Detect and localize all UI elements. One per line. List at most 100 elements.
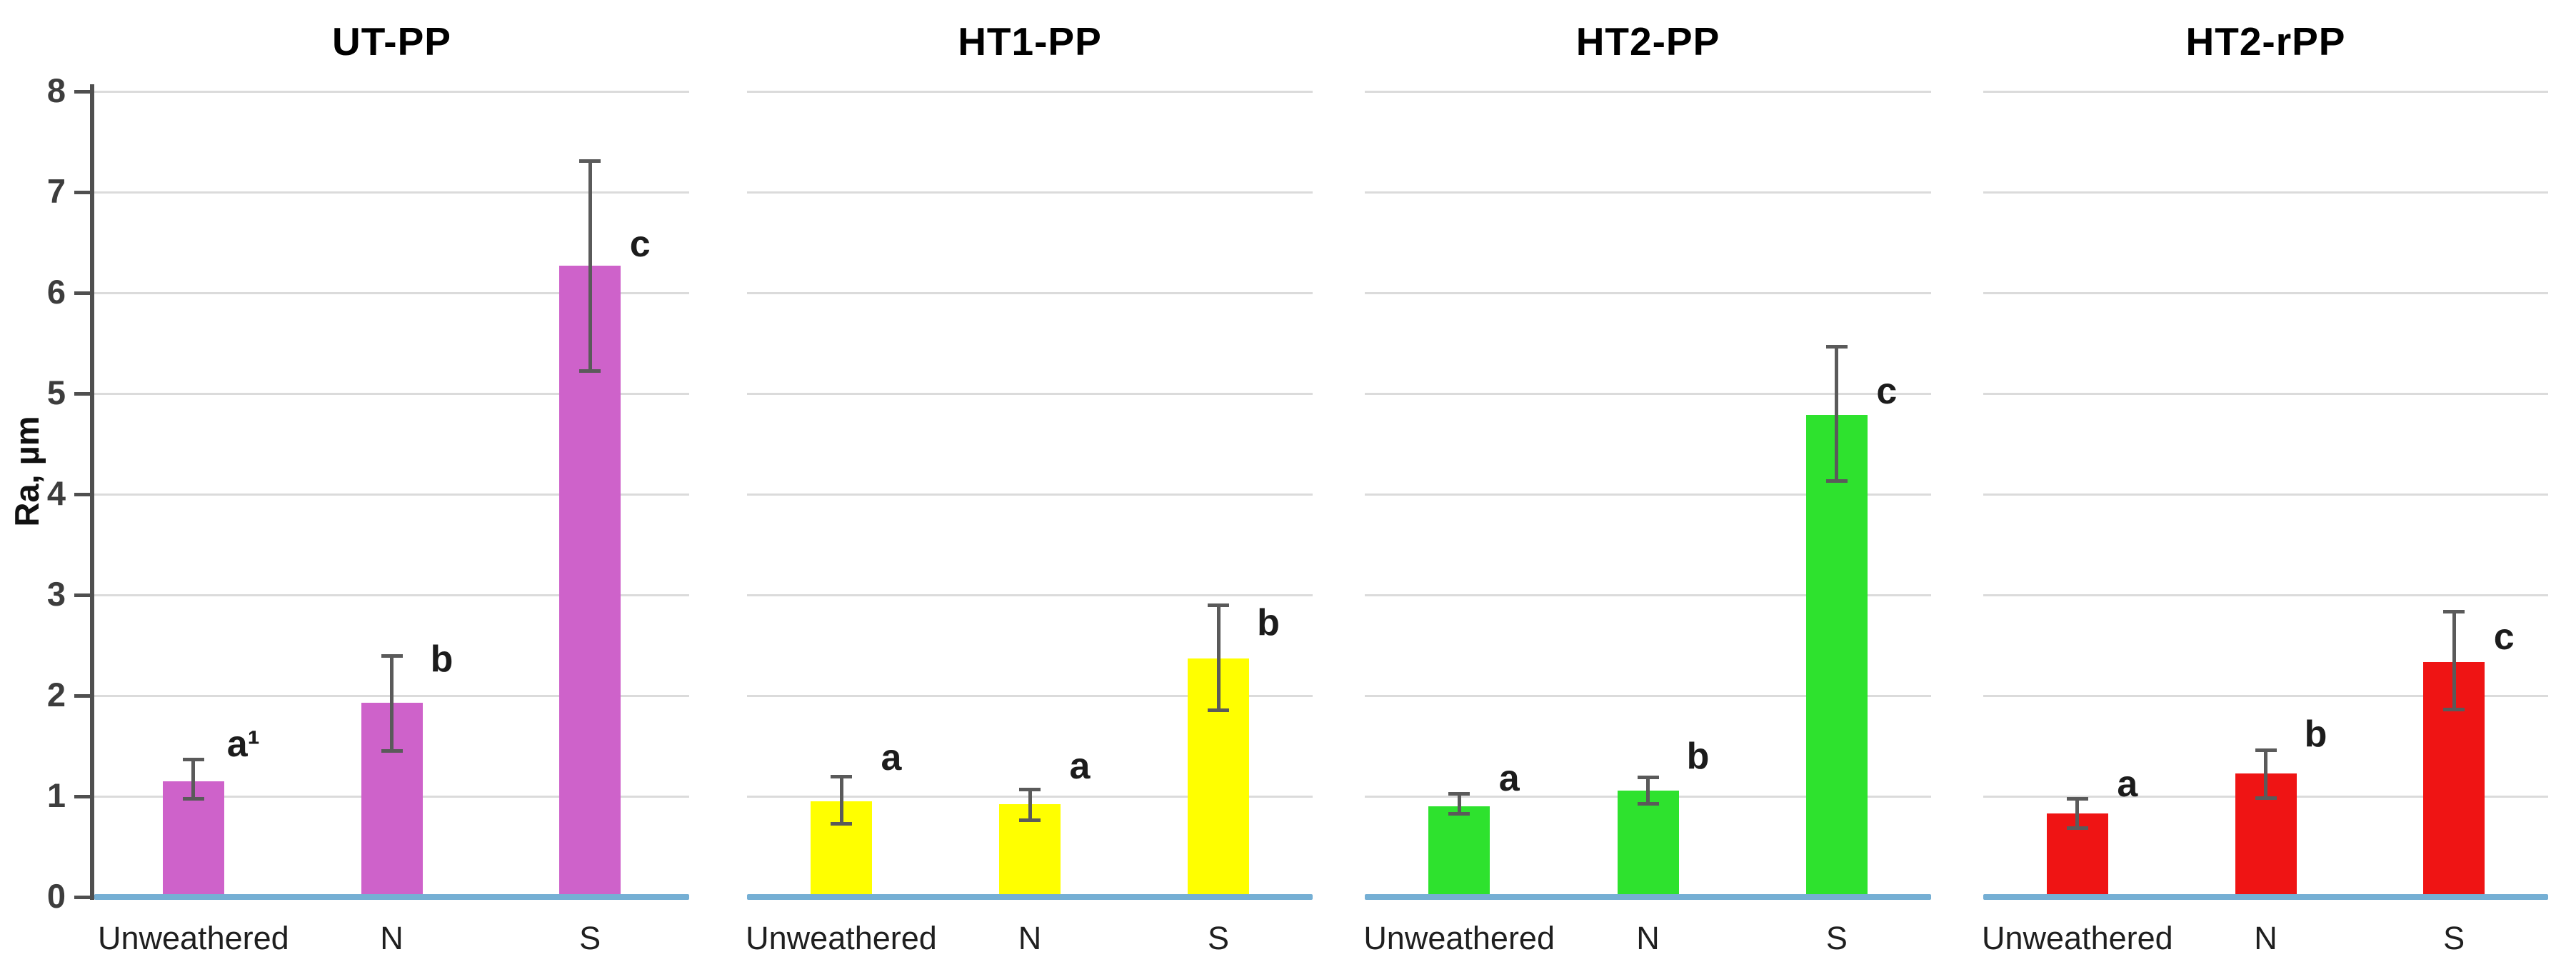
error-bar-cap-top bbox=[579, 159, 601, 164]
significance-letter: a bbox=[881, 737, 902, 779]
error-bar-cap-bottom bbox=[1208, 708, 1229, 713]
error-bar bbox=[2264, 750, 2267, 798]
panel-title: HT2-rPP bbox=[2185, 19, 2346, 64]
y-axis-tick bbox=[74, 794, 90, 798]
y-tick-label: 5 bbox=[46, 374, 66, 411]
gridline bbox=[94, 291, 689, 294]
gridline bbox=[1983, 291, 2548, 294]
category-label: N bbox=[2254, 920, 2277, 956]
y-axis-tick bbox=[74, 89, 90, 94]
error-bar-cap-top bbox=[831, 774, 852, 778]
error-bar bbox=[1457, 793, 1461, 815]
category-label: N bbox=[1636, 920, 1660, 956]
significance-letter: a bbox=[1069, 745, 1091, 787]
gridline bbox=[747, 593, 1313, 596]
error-bar-cap-bottom bbox=[2443, 707, 2465, 711]
error-bar-cap-bottom bbox=[1019, 818, 1041, 822]
category-label: S bbox=[1207, 920, 1229, 956]
category-label: Unweathered bbox=[1363, 920, 1555, 956]
gridline bbox=[94, 191, 689, 194]
error-bar bbox=[191, 758, 196, 800]
error-bar-cap-top bbox=[1019, 788, 1041, 792]
error-bar bbox=[1835, 346, 1839, 481]
gridline bbox=[1983, 593, 2548, 596]
gridline bbox=[1365, 493, 1931, 496]
y-tick-label: 6 bbox=[46, 273, 66, 311]
y-tick-label: 7 bbox=[46, 172, 66, 210]
gridline bbox=[1983, 493, 2548, 496]
gridline bbox=[94, 392, 689, 395]
y-axis-tick bbox=[74, 190, 90, 194]
category-label: S bbox=[579, 920, 601, 956]
error-bar-cap-bottom bbox=[579, 369, 601, 373]
significance-letter: a bbox=[1498, 757, 1520, 799]
significance-letter: c bbox=[1876, 371, 1898, 413]
error-bar-cap-top bbox=[1825, 344, 1848, 349]
error-bar-cap-bottom bbox=[831, 822, 852, 826]
bar bbox=[1428, 806, 1490, 897]
error-bar-cap-top bbox=[381, 653, 403, 658]
y-tick-label: 8 bbox=[46, 71, 66, 109]
gridline bbox=[1365, 191, 1931, 194]
y-axis-tick bbox=[74, 291, 90, 295]
y-axis-tick bbox=[74, 693, 90, 698]
error-bar-cap-top bbox=[1448, 791, 1470, 796]
gridline bbox=[1983, 191, 2548, 194]
gridline bbox=[1365, 291, 1931, 294]
error-bar-cap-bottom bbox=[182, 797, 204, 801]
category-label: Unweathered bbox=[1981, 920, 2173, 956]
x-axis-baseline bbox=[747, 894, 1313, 900]
y-tick-label: 2 bbox=[46, 676, 66, 713]
gridline bbox=[747, 493, 1313, 496]
gridline bbox=[1365, 392, 1931, 395]
error-bar-cap-bottom bbox=[1825, 479, 1848, 483]
error-bar-cap-bottom bbox=[2255, 796, 2277, 800]
y-axis-line bbox=[90, 84, 94, 900]
gridline bbox=[1983, 90, 2548, 93]
error-bar bbox=[390, 655, 394, 751]
gridline bbox=[1365, 90, 1931, 93]
error-bar-cap-top bbox=[2255, 748, 2277, 753]
gridline bbox=[94, 593, 689, 596]
bar bbox=[1617, 790, 1679, 897]
gridline bbox=[747, 694, 1313, 697]
gridline bbox=[747, 90, 1313, 93]
error-bar-cap-bottom bbox=[2066, 826, 2088, 831]
error-bar bbox=[839, 776, 843, 825]
y-axis-tick bbox=[74, 593, 90, 597]
significance-letter: b bbox=[2304, 713, 2327, 755]
panel-title: HT2-PP bbox=[1575, 19, 1720, 64]
gridline bbox=[94, 90, 689, 93]
gridline bbox=[1983, 694, 2548, 697]
gridline bbox=[94, 493, 689, 496]
error-bar-cap-bottom bbox=[381, 748, 403, 753]
significance-letter: c bbox=[629, 224, 651, 266]
category-label: S bbox=[1825, 920, 1848, 956]
significance-letter: b bbox=[1257, 602, 1280, 644]
x-axis-baseline bbox=[94, 894, 689, 900]
error-bar bbox=[2075, 798, 2080, 829]
y-axis-tick bbox=[74, 895, 90, 899]
gridline bbox=[1365, 593, 1931, 596]
error-bar-cap-top bbox=[1637, 776, 1659, 780]
x-axis-baseline bbox=[1983, 894, 2548, 900]
gridline bbox=[1365, 694, 1931, 697]
gridline bbox=[747, 392, 1313, 395]
category-label: Unweathered bbox=[97, 920, 289, 956]
significance-letter: a¹ bbox=[226, 723, 260, 765]
category-label: S bbox=[2443, 920, 2465, 956]
significance-letter: b bbox=[1686, 735, 1710, 777]
error-bar-cap-top bbox=[182, 757, 204, 761]
y-tick-label: 0 bbox=[46, 877, 66, 915]
bar bbox=[1805, 414, 1868, 897]
gridline bbox=[747, 291, 1313, 294]
category-label: N bbox=[1018, 920, 1042, 956]
category-label: Unweathered bbox=[746, 920, 937, 956]
error-bar-cap-top bbox=[2066, 796, 2088, 801]
significance-letter: b bbox=[430, 638, 453, 681]
gridline bbox=[747, 191, 1313, 194]
panel-title: UT-PP bbox=[332, 19, 451, 64]
error-bar bbox=[1216, 605, 1221, 711]
error-bar-cap-top bbox=[2443, 609, 2465, 613]
y-tick-label: 3 bbox=[46, 575, 66, 613]
